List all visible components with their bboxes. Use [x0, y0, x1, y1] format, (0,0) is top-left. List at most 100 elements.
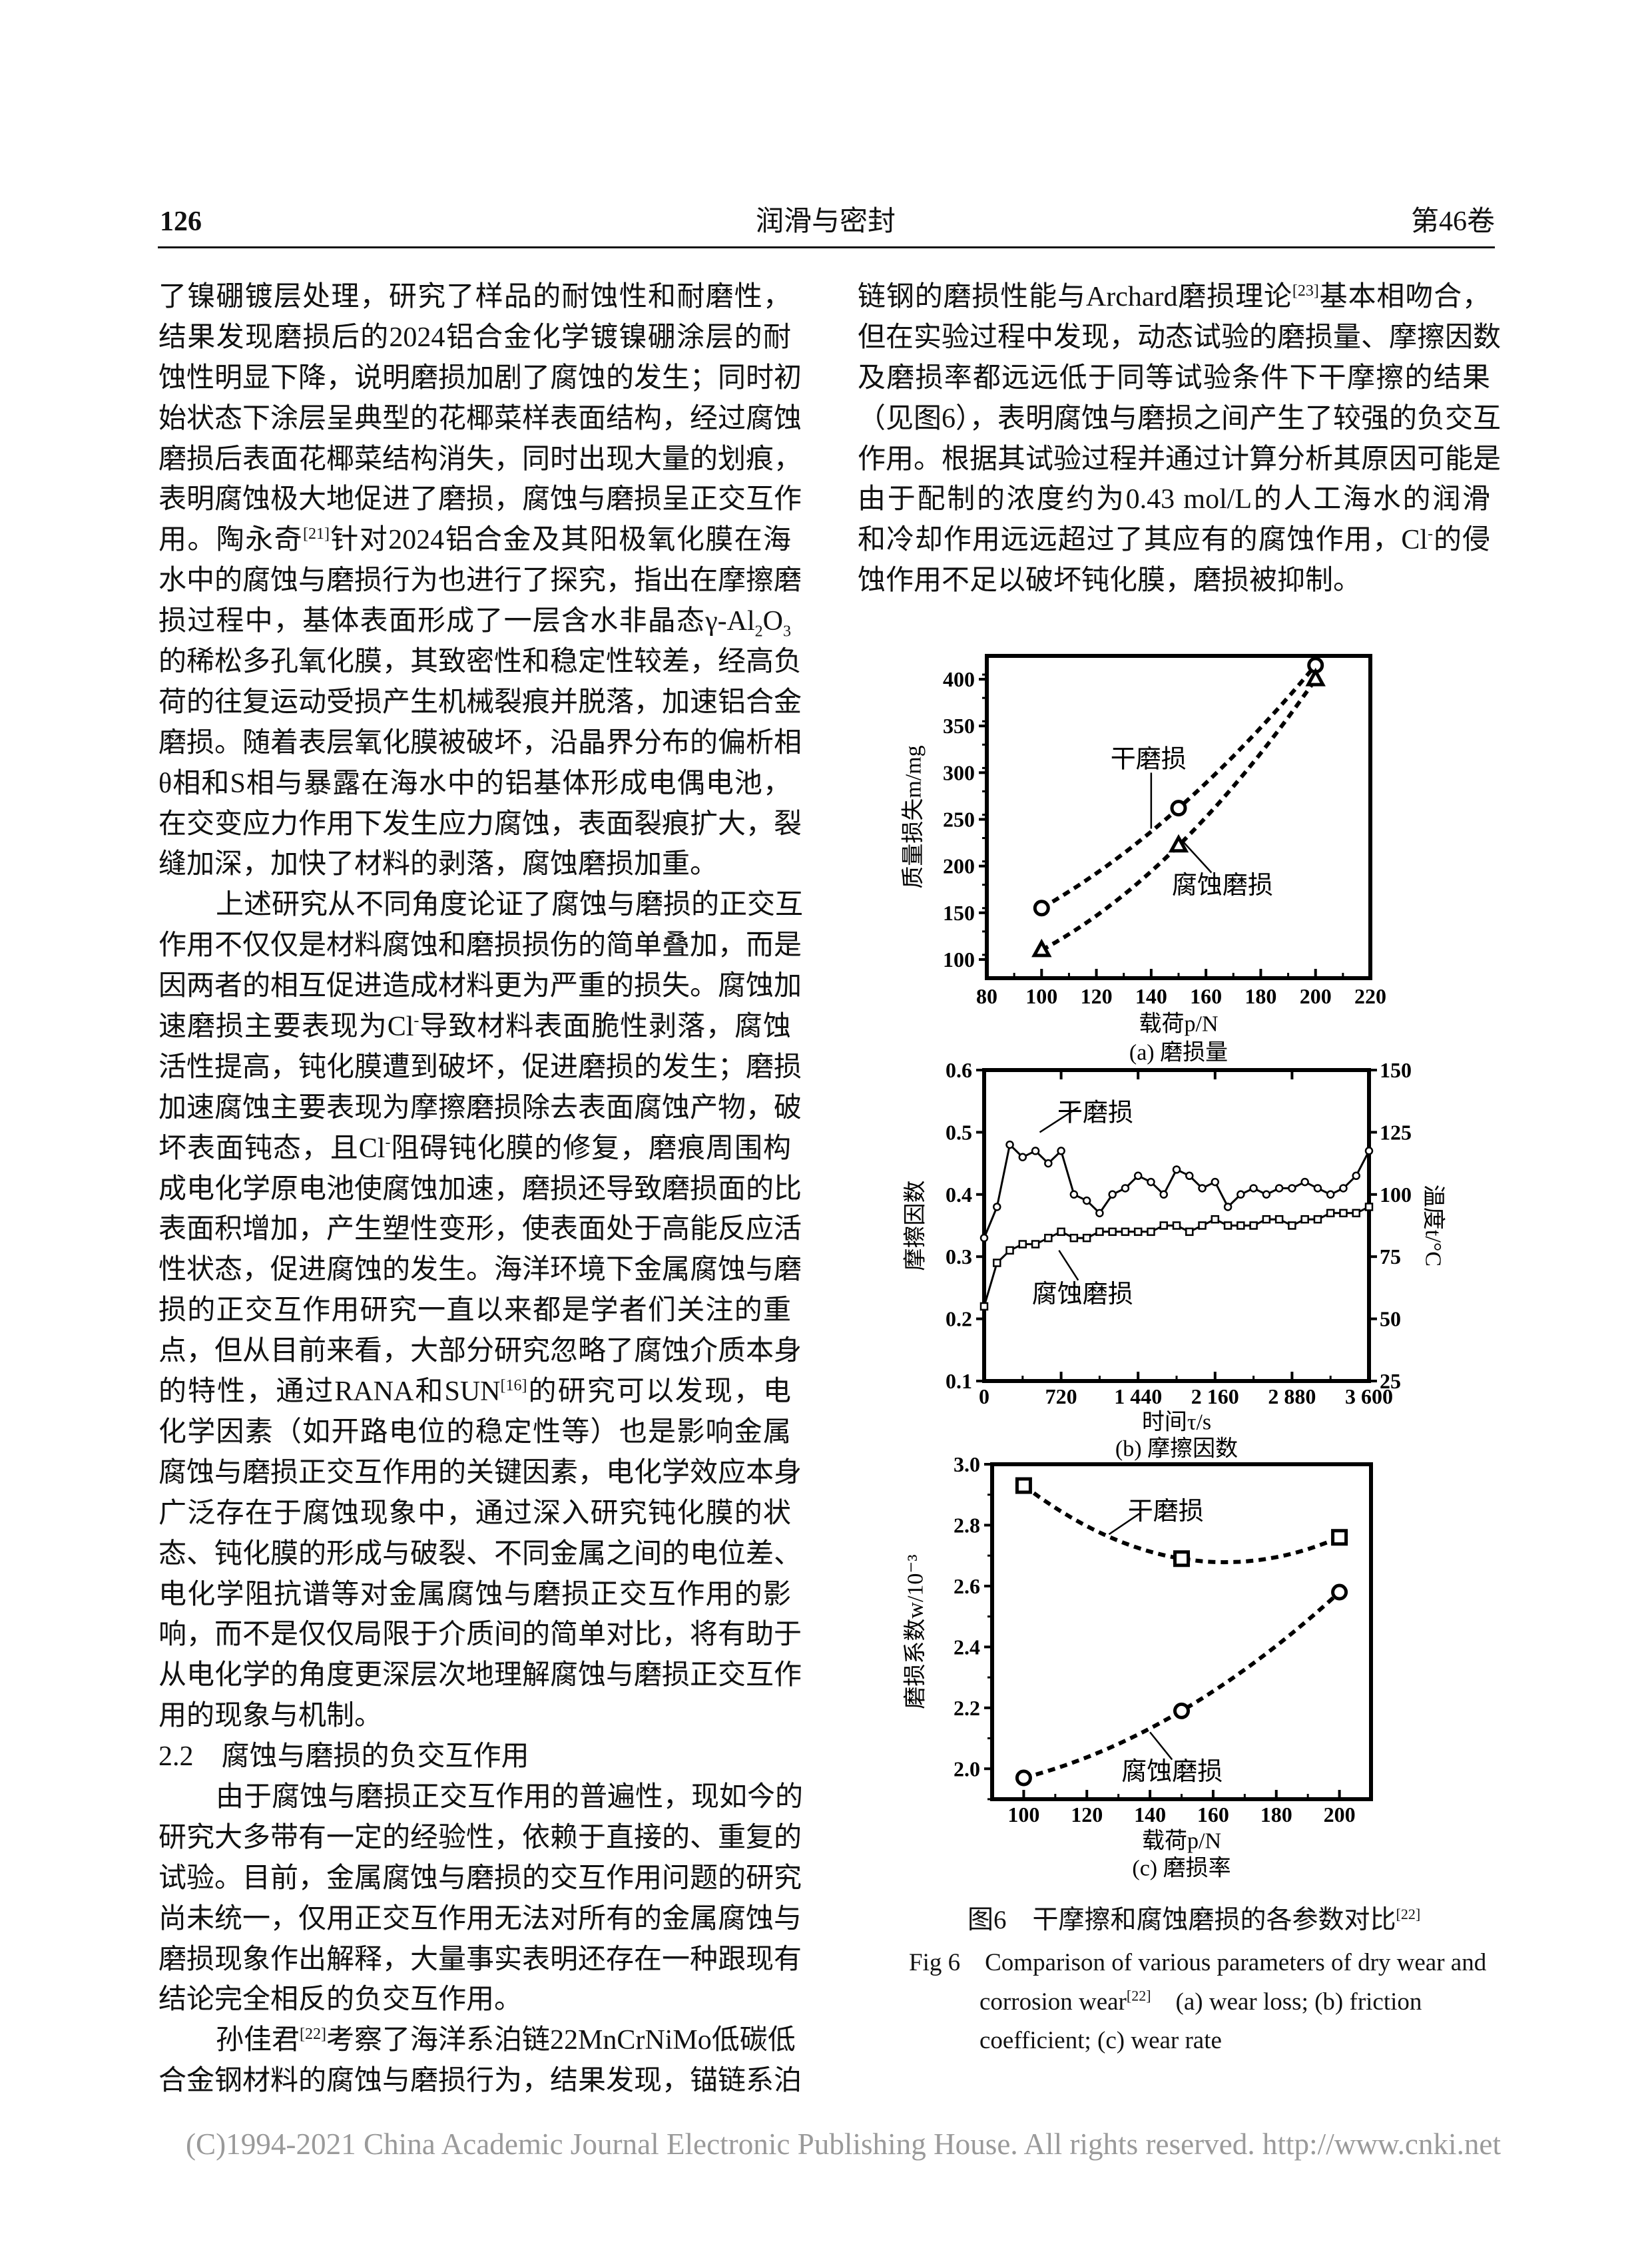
data-point-dry	[1223, 1203, 1233, 1211]
data-point-corrosion	[1352, 1209, 1360, 1218]
x-tick-label: 160	[1197, 1803, 1229, 1826]
data-point-corrosion	[1018, 1240, 1027, 1249]
y-tick-label: 2.0	[954, 1757, 980, 1781]
data-point-corrosion	[1339, 1209, 1348, 1218]
caption-cn-reference: [22]	[1396, 1906, 1421, 1922]
y-tick-label: 0.3	[946, 1245, 972, 1268]
text-line: 试验。目前，金属腐蚀与磨损的交互作用问题的研究	[158, 1862, 802, 1894]
data-point-dry	[1352, 1171, 1360, 1181]
figure-caption-en-line-2: corrosion wear[22] (a) wear loss; (b) fr…	[979, 1983, 1422, 2022]
x-tick-label: 0	[979, 1384, 989, 1408]
text-line: 的稀松多孔氧化膜，其致密性和稳定性较差，经高负	[158, 647, 802, 678]
data-point-dry	[1249, 1184, 1258, 1193]
data-point-dry	[1033, 900, 1050, 917]
series-label-leader	[1039, 1106, 1079, 1133]
text-line: 尚未统一，仅用正交互作用无法对所有的金属腐蚀与	[158, 1903, 802, 1934]
figure-caption-en-line-3: coefficient; (c) wear rate	[979, 2027, 1222, 2054]
data-point-dry	[1339, 1184, 1348, 1193]
x-tick-label: 180	[1260, 1803, 1292, 1826]
data-point-dry	[1300, 1177, 1309, 1187]
y-tick-label: 3.0	[954, 1452, 980, 1476]
text-line: 链钢的磨损性能与Archard磨损理论[23]基本相吻合，	[858, 282, 1490, 312]
y-tick-label: 200	[943, 854, 975, 878]
citation-reference: [22]	[300, 2026, 326, 2044]
y-tick-label: 400	[943, 667, 975, 691]
data-point-dry	[1313, 1184, 1322, 1193]
chart-subtitle: (a) 磨损量	[1129, 1040, 1228, 1065]
text-line: 始状态下涂层呈典型的花椰菜样表面结构，经过腐蚀	[158, 403, 802, 434]
text-line: 损过程中，基体表面形成了一层含水非晶态γ-Al2O3	[158, 606, 791, 641]
text-line: 从电化学的角度更深层次地理解腐蚀与磨损正交互作	[158, 1660, 802, 1691]
data-point-dry	[1173, 1550, 1190, 1567]
x-axis-label: 时间τ/s	[1142, 1410, 1211, 1435]
data-point-corrosion	[1326, 1209, 1335, 1218]
data-point-dry	[1331, 1529, 1348, 1546]
data-point-corrosion	[1168, 834, 1189, 853]
data-point-corrosion	[993, 1259, 1001, 1267]
formula-index: 2	[754, 623, 763, 641]
data-point-corrosion	[1198, 1221, 1207, 1230]
data-point-dry	[1326, 1190, 1335, 1199]
x-tick-label: 140	[1134, 1803, 1166, 1826]
data-point-corrosion	[1173, 1702, 1190, 1719]
data-point-corrosion	[1223, 1221, 1233, 1230]
series-label-dry: 干磨损	[1057, 1099, 1133, 1127]
text-line: 及磨损率都远远低于同等试验条件下干摩擦的结果	[858, 362, 1490, 394]
data-point-corrosion	[1211, 1215, 1220, 1224]
formula-index: 3	[783, 623, 791, 641]
data-point-corrosion	[1031, 938, 1052, 958]
y-tick-label: 2.6	[954, 1574, 980, 1598]
text-line: 的特性，通过RANA和SUN[16]的研究可以发现，电	[158, 1376, 791, 1408]
text-line: 蚀性明显下降，说明磨损加剧了腐蚀的发生；同时初	[158, 362, 802, 394]
text-line: θ相和S相与暴露在海水中的铝基体形成电偶电池，	[158, 768, 791, 799]
text-line: 用。陶永奇[21]针对2024铝合金及其阳极氧化膜在海	[158, 525, 791, 556]
figure-caption-en-line-1: Fig 6 Comparison of various parameters o…	[909, 1949, 1487, 1976]
data-point-corrosion	[979, 1302, 989, 1311]
data-point-dry	[1237, 1190, 1245, 1199]
data-point-corrosion	[1095, 1227, 1104, 1237]
y-tick-label: 150	[943, 901, 975, 925]
data-point-dry	[1057, 1147, 1065, 1155]
text-line: 合金钢材料的腐蚀与磨损行为，结果发现，锚链系泊	[158, 2066, 802, 2097]
text-line: 蚀作用不足以破坏钝化膜，磨损被抑制。	[858, 565, 1362, 597]
data-point-dry	[1170, 800, 1187, 817]
data-point-corrosion	[1288, 1221, 1296, 1230]
data-point-corrosion	[1005, 1246, 1014, 1255]
text-line: 荷的往复运动受损产生机械裂痕并脱落，加速铝合金	[158, 687, 802, 718]
text-line: 由于配制的浓度约为0.43 mol/L的人工海水的润滑	[858, 484, 1490, 515]
data-point-dry	[1121, 1184, 1130, 1193]
y-axis-label: 磨损系数w/10⁻³	[903, 1554, 928, 1709]
y-axis-label: 质量损失m/mg	[901, 745, 926, 888]
x-tick-label: 120	[1081, 984, 1113, 1008]
journal-title: 润滑与密封	[755, 206, 896, 237]
text-line: 上述研究从不同角度论证了腐蚀与磨损的正交互	[216, 890, 804, 921]
text-line: 加速腐蚀主要表现为摩擦磨损除去表面腐蚀产物，破	[158, 1092, 802, 1123]
text-line: 表明腐蚀极大地促进了磨损，腐蚀与磨损呈正交互作	[158, 484, 802, 515]
data-point-corrosion	[1331, 1583, 1348, 1601]
x-tick-label: 100	[1025, 984, 1057, 1008]
series-line-dry	[1022, 1484, 1340, 1565]
formula-index: -	[413, 1012, 419, 1030]
data-point-dry	[1108, 1190, 1117, 1199]
x-axis-label: 载荷p/N	[1139, 1011, 1219, 1037]
figure-caption-cn: 图6 干摩擦和腐蚀磨损的各参数对比[22]	[967, 1901, 1420, 1940]
data-point-dry	[1005, 1140, 1014, 1149]
x-tick-label: 720	[1045, 1384, 1077, 1408]
series-label-leader	[1108, 1512, 1141, 1536]
data-point-dry	[1211, 1177, 1220, 1187]
text-line: 缝加深，加快了材料的剥落，腐蚀磨损加重。	[158, 849, 718, 880]
y-right-tick-label: 25	[1380, 1369, 1401, 1393]
data-point-dry	[1198, 1184, 1207, 1193]
page-number: 126	[160, 206, 202, 237]
series-line-corrosion	[1023, 1590, 1341, 1780]
caption-en-text: corrosion wear	[979, 1988, 1127, 2016]
series-label-leader	[1149, 1731, 1173, 1761]
y-tick-label: 300	[943, 760, 975, 784]
data-point-dry	[1185, 1171, 1194, 1181]
x-tick-label: 200	[1324, 1803, 1356, 1826]
series-label-leader	[1058, 1250, 1079, 1281]
x-tick-label: 140	[1135, 984, 1167, 1008]
data-point-dry	[979, 1233, 989, 1243]
y-tick-label: 0.4	[946, 1183, 972, 1207]
